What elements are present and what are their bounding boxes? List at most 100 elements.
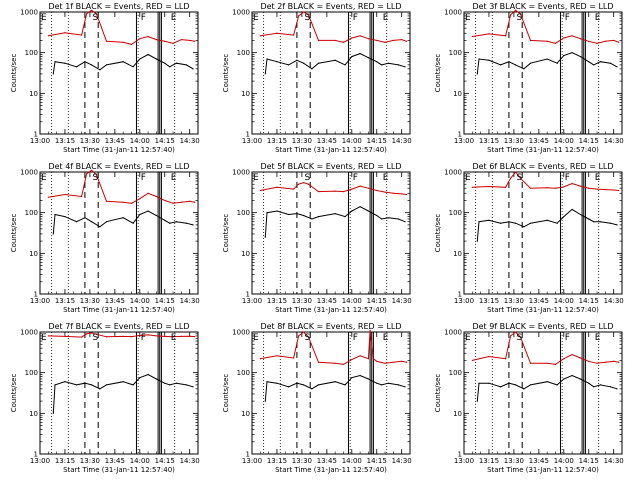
y-tick-label: 1000 (20, 169, 38, 177)
events-data-point (609, 62, 611, 64)
lld-data-point (509, 177, 512, 179)
detector-panel-1: Det 1f BLACK = Events, RED = LLD 1 10 100 10… (10, 2, 200, 154)
x-axis-label: Start Time (31-Jan-11 12:57:40) (275, 146, 387, 154)
events-data-point (75, 66, 78, 68)
lld-data-point (359, 35, 361, 37)
lld-data-point (80, 34, 83, 36)
y-tick-label: 1000 (232, 169, 250, 177)
lld-data-point (164, 335, 166, 337)
lld-data-point (292, 188, 295, 190)
x-tick-label: 14:00 (342, 297, 362, 305)
events-data-point (344, 216, 346, 218)
x-tick-label: 13:15 (479, 457, 499, 465)
lld-data-point (588, 360, 590, 362)
events-data-point (529, 384, 532, 386)
events-data-point (579, 56, 582, 58)
y-tick-label: 100 (237, 49, 250, 57)
x-tick-label: 13:15 (55, 457, 75, 465)
lld-data-point (85, 173, 88, 175)
detector-panel-6: Det 6f BLACK = Events, RED = LLD 1 10 100 10… (434, 162, 624, 314)
x-tick-label: 14:15 (155, 137, 175, 145)
event-marker-label: F (141, 173, 146, 183)
event-marker-label: S (93, 173, 99, 183)
lld-data-point (147, 35, 149, 38)
events-data-point (164, 382, 166, 384)
lld-data-point (334, 39, 336, 42)
events-data-point (571, 374, 573, 377)
x-tick-label: 13:45 (105, 297, 125, 305)
events-data-point (476, 240, 478, 242)
lld-data-point (297, 183, 300, 185)
x-tick-label: 13:30 (80, 137, 100, 145)
lld-data-point (401, 38, 403, 41)
events-data-point (334, 212, 336, 215)
y-tick-label: 1 (458, 291, 462, 299)
lld-data-point (579, 185, 582, 187)
lld-data-point (384, 362, 386, 364)
events-data-point (529, 222, 532, 224)
events-data-point (122, 381, 124, 383)
lld-data-point (292, 357, 295, 359)
event-marker-label: F (565, 333, 570, 343)
lld-data-point (130, 43, 133, 45)
events-data-point (351, 210, 353, 212)
events-data-point (381, 384, 383, 386)
lld-data-point (571, 353, 573, 356)
lld-data-point (342, 363, 345, 365)
events-data-point (296, 59, 298, 61)
lld-data-point (342, 190, 345, 193)
x-tick-label: 13:15 (479, 297, 499, 305)
x-tick-label: 13:00 (454, 297, 474, 305)
lld-data-point (130, 336, 133, 338)
events-data-point (344, 64, 346, 66)
lld-data-point (359, 185, 361, 187)
lld-data-point (376, 360, 378, 362)
y-tick-label: 1000 (444, 169, 462, 177)
events-data-point (84, 382, 86, 384)
events-data-point (404, 66, 406, 68)
events-series-line (52, 373, 194, 414)
x-tick-label: 14:30 (392, 137, 412, 145)
events-data-point (266, 58, 268, 60)
lld-data-point (554, 187, 557, 189)
events-data-point (175, 62, 177, 64)
plot-frame (463, 11, 623, 135)
events-data-point (609, 222, 611, 224)
x-tick-label: 13:45 (529, 297, 549, 305)
events-data-point (579, 378, 582, 380)
lld-data-point (105, 336, 108, 338)
event-marker-label: E (41, 333, 47, 343)
event-marker-label: S (517, 13, 523, 23)
x-tick-label: 14:30 (392, 297, 412, 305)
y-tick-label: 100 (25, 49, 38, 57)
events-data-point (155, 214, 158, 217)
events-data-point (488, 382, 490, 384)
event-marker-label: E (171, 333, 177, 343)
x-tick-label: 14:30 (180, 457, 200, 465)
events-data-point (147, 53, 149, 56)
event-marker-label: F (565, 173, 570, 183)
events-data-point (599, 384, 601, 386)
events-data-point (185, 222, 187, 224)
y-axis-label: Counts/sec (222, 214, 230, 253)
events-data-point (478, 221, 480, 223)
events-series-line (476, 374, 618, 402)
x-tick-label: 13:30 (292, 297, 312, 305)
events-data-point (404, 221, 406, 223)
events-data-point (387, 62, 389, 64)
events-data-point (155, 58, 158, 60)
detector-panel-9: Det 9f BLACK = Events, RED = LLD 1 10 100 10… (434, 322, 624, 474)
x-tick-label: 13:00 (30, 457, 50, 465)
lld-data-point (471, 35, 473, 38)
events-data-point (185, 384, 187, 386)
x-tick-label: 13:00 (242, 457, 262, 465)
events-data-point (488, 219, 490, 221)
lld-data-point (571, 182, 573, 185)
y-tick-label: 10 (241, 410, 250, 418)
lld-data-point (351, 188, 353, 190)
events-data-point (147, 210, 149, 212)
events-data-point (376, 61, 378, 63)
lld-data-point (64, 32, 66, 34)
lld-data-point (529, 39, 532, 42)
lld-data-point (105, 200, 108, 202)
